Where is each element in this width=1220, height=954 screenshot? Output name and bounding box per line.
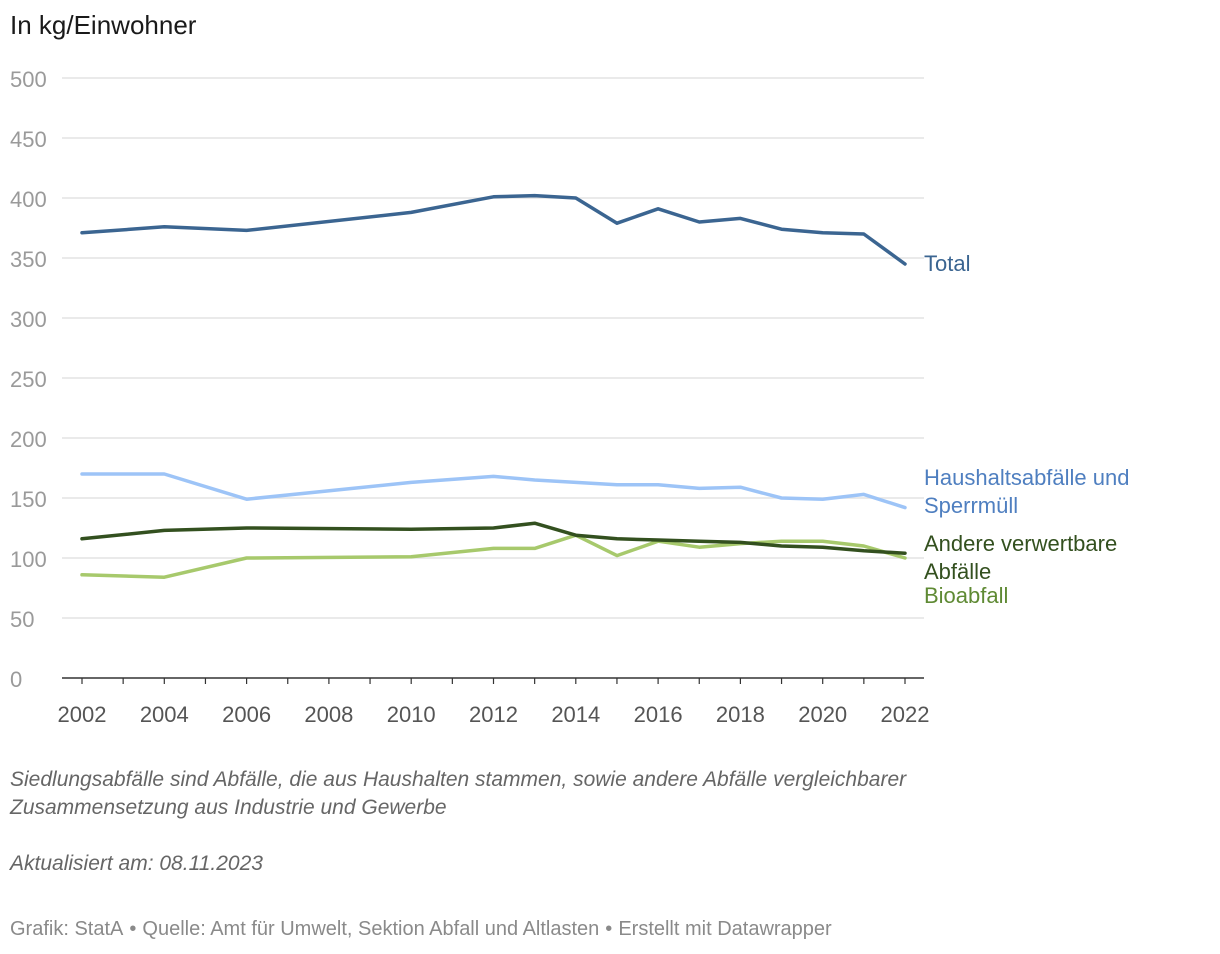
x-tick-label: 2008 (304, 702, 353, 727)
footer-separator: • (129, 918, 137, 940)
x-tick-label: 2002 (58, 702, 107, 727)
updated-date-note: Aktualisiert am: 08.11.2023 (10, 852, 263, 875)
y-tick-label: 200 (10, 427, 47, 452)
y-tick-label: 100 (10, 547, 47, 572)
series-line-bioabfall (80, 533, 907, 579)
y-tick-label: 400 (10, 187, 47, 212)
series-label: Andere verwertbare Abfälle (924, 531, 1117, 584)
y-axis-unit-label: In kg/Einwohner (10, 10, 197, 40)
footer-separator: • (605, 918, 613, 940)
x-tick-label: 2018 (716, 702, 765, 727)
series-line-andere-verwertbare-abf-lle (80, 521, 907, 555)
y-tick-label: 500 (10, 67, 47, 92)
line-chart: 0 50 100 150 200 250 300 350 400 450 500 2002 2004 20… (10, 67, 1129, 727)
x-tick-label: 2014 (551, 702, 600, 727)
y-tick-label: 250 (10, 367, 47, 392)
x-tick-label: 2006 (222, 702, 271, 727)
x-tick-label: 2010 (387, 702, 436, 727)
y-tick-label: 150 (10, 487, 47, 512)
footer-source: Quelle: Amt für Umwelt, Sektion Abfall u… (142, 918, 600, 940)
x-tick-label: 2022 (881, 702, 930, 727)
y-tick-label: 350 (10, 247, 47, 272)
x-tick-label: 2012 (469, 702, 518, 727)
x-tick-label: 2004 (140, 702, 189, 727)
series-label: Total (924, 251, 970, 276)
x-tick-label: 2016 (634, 702, 683, 727)
series-label: Haushaltsabfälle und Sperrmüll (924, 465, 1129, 518)
y-tick-label: 50 (10, 607, 34, 632)
series-line-haushaltsabf-lle-und-sperrm-ll (80, 472, 907, 510)
y-tick-label: 300 (10, 307, 47, 332)
series-label: Bioabfall (924, 583, 1008, 608)
chart-footer: Grafik: StatA • Quelle: Amt für Umwelt, Se… (10, 918, 832, 941)
chart-description-note: Siedlungsabfälle sind Abfälle, die aus H… (10, 768, 907, 819)
series-line-total (80, 193, 907, 266)
y-tick-label: 0 (10, 667, 22, 692)
footer-graphic-credit: Grafik: StatA (10, 918, 124, 940)
y-tick-label: 450 (10, 127, 47, 152)
footer-tool-credit: Erstellt mit Datawrapper (618, 918, 832, 940)
x-tick-label: 2020 (798, 702, 847, 727)
